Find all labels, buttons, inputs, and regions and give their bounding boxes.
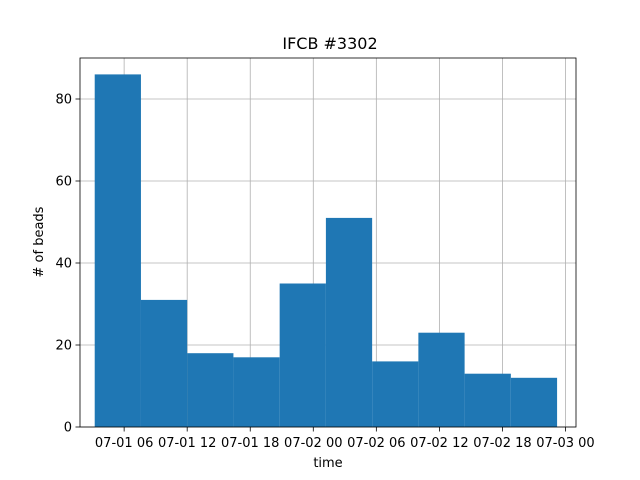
histogram-bar	[372, 361, 419, 427]
histogram-bar	[94, 74, 141, 428]
histogram-bar	[464, 373, 511, 427]
histogram-bar	[418, 332, 465, 427]
x-tick-label: 07-01 12	[158, 436, 216, 451]
histogram-bar	[510, 377, 558, 427]
y-tick-label: 40	[55, 257, 72, 272]
bars-layer	[94, 74, 558, 428]
axes-layer: 07-01 06 07-01 12 07-01 18 07-02 00 07-02 06…	[55, 57, 595, 451]
histogram-bar	[325, 217, 373, 427]
grid-layer	[80, 58, 576, 428]
chart-title: IFCB #3302	[282, 34, 377, 53]
x-tick-label: 07-02 00	[284, 436, 342, 451]
x-tick-label: 07-02 06	[347, 436, 405, 451]
y-tick-label: 20	[55, 339, 72, 354]
plot-frame	[79, 57, 577, 428]
y-axis-label: # of beads	[32, 206, 47, 277]
x-tick-label: 07-01 18	[221, 436, 279, 451]
x-axis-label: time	[313, 456, 342, 471]
y-tick-label: 0	[64, 421, 72, 436]
x-tick-label: 07-03 00	[536, 436, 594, 451]
histogram-bar	[233, 357, 280, 427]
y-tick-label: 60	[55, 175, 72, 190]
x-tick-label: 07-02 18	[473, 436, 531, 451]
x-tick-label: 07-01 06	[95, 436, 153, 451]
histogram-bar	[187, 353, 234, 427]
y-tick-label: 80	[55, 93, 72, 108]
x-tick-label: 07-02 12	[410, 436, 468, 451]
histogram-bar	[140, 299, 188, 427]
histogram-bar	[279, 283, 326, 427]
